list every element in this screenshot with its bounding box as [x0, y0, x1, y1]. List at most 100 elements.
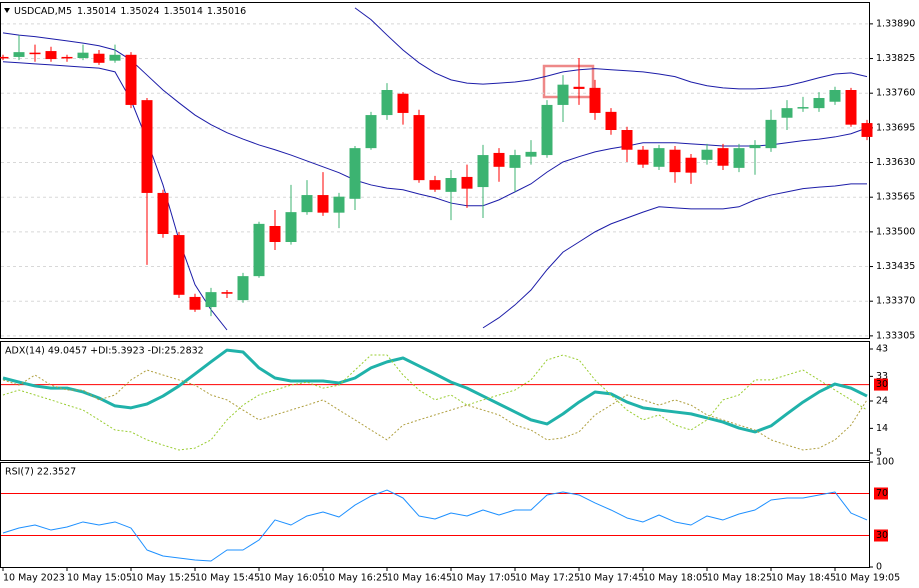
open: 1.35014: [77, 6, 116, 17]
y-tick-label: 14: [876, 423, 888, 434]
candle-body: [477, 155, 489, 188]
candle-body: [781, 108, 793, 118]
x-tick-label: 10 May 15:05: [67, 573, 132, 584]
y-tick-label: 1.33305: [876, 330, 915, 341]
adx-title: ADX(14) 49.0457 +DI:5.3923 -DI:25.2832: [5, 346, 204, 357]
candle-body: [93, 53, 105, 63]
x-tick-label: 10 May 19:05: [835, 573, 900, 584]
close: 1.35016: [207, 6, 246, 17]
candle-body: [557, 84, 569, 105]
band-lower: [2, 61, 867, 331]
y-tick-label: 1.33760: [876, 88, 915, 99]
y-tick-label: 33: [876, 371, 888, 382]
y-tick-label: 1.33565: [876, 192, 915, 203]
x-tick-label: 10 May 17:05: [451, 573, 516, 584]
candle-body: [813, 98, 825, 109]
candle-body: [0, 56, 9, 59]
candle-body: [637, 149, 649, 165]
y-tick-label: 100: [876, 457, 894, 468]
y-tick-label: 5: [876, 447, 882, 458]
candle-body: [125, 54, 137, 105]
y-tick-label: 24: [876, 395, 888, 406]
candle-body: [829, 90, 841, 102]
candle-body: [621, 130, 633, 150]
x-tick-label: 10 May 15:45: [195, 573, 260, 584]
candle-body: [109, 54, 121, 61]
candle-body: [333, 196, 345, 213]
candle-body: [685, 157, 697, 173]
y-tick-label: 1.33695: [876, 122, 915, 133]
candle-body: [717, 148, 729, 166]
rsi-title: RSI(7) 22.3527: [5, 467, 76, 478]
series-line: [2, 489, 868, 562]
symbol: USDCAD,M5: [14, 6, 72, 17]
candle-body: [285, 212, 297, 242]
candle-body: [13, 52, 25, 57]
candle-body: [413, 115, 425, 181]
candle-body: [45, 51, 57, 60]
y-tick-label: 1.33370: [876, 296, 915, 307]
candle-body: [493, 152, 505, 167]
candle-body: [509, 155, 521, 168]
candle-body: [397, 93, 409, 113]
level-label: 30: [876, 379, 888, 390]
y-tick-label: 1.33825: [876, 53, 915, 64]
candle-body: [541, 104, 553, 156]
candle-body: [845, 90, 857, 125]
low: 1.35014: [164, 6, 203, 17]
y-tick-label: 1.33630: [876, 157, 915, 168]
candle-body: [77, 52, 89, 58]
y-tick-label: 1.33435: [876, 261, 915, 272]
level-label: 70: [876, 488, 888, 499]
y-tick-label: 0: [876, 562, 882, 573]
candle-body: [141, 100, 153, 193]
level-label-box: [874, 529, 888, 542]
band-upper: [354, 7, 868, 90]
candle-body: [317, 195, 329, 213]
candle-body: [301, 195, 313, 213]
x-tick-label: 10 May 18:05: [643, 573, 708, 584]
price-panel: [0, 2, 870, 339]
chart-header: USDCAD,M5 1.35014 1.35024 1.35014 1.35016: [14, 6, 246, 17]
candle-body: [349, 148, 361, 199]
candle-body: [797, 107, 809, 109]
level-label-box: [874, 487, 888, 500]
candle-body: [253, 223, 265, 277]
candle-body: [749, 144, 761, 149]
candle-body: [701, 149, 713, 160]
level-label: 30: [876, 530, 888, 541]
candle-body: [173, 235, 185, 295]
x-tick-label: 10 May 2023: [3, 573, 65, 584]
candle-body: [205, 292, 217, 308]
x-tick-label: 10 May 16:45: [387, 573, 452, 584]
candle-body: [861, 123, 873, 137]
candle-body: [61, 56, 73, 59]
candle-body: [733, 148, 745, 168]
high: 1.35024: [120, 6, 159, 17]
x-tick-label: 10 May 15:25: [131, 573, 196, 584]
candle-body: [589, 87, 601, 113]
x-tick-label: 10 May 16:05: [259, 573, 324, 584]
candle-body: [445, 178, 457, 192]
series-line: [2, 348, 868, 434]
candle-body: [605, 111, 617, 130]
level-label-box: [874, 378, 888, 391]
candle-body: [461, 176, 473, 189]
rsi-panel: [0, 462, 870, 568]
x-tick-label: 10 May 16:25: [323, 573, 388, 584]
candle-body: [429, 180, 441, 190]
x-tick-label: 10 May 17:25: [515, 573, 580, 584]
candle-body: [237, 276, 249, 301]
candle-body: [157, 192, 169, 234]
x-tick-label: 10 May 18:45: [771, 573, 836, 584]
candle-body: [669, 149, 681, 173]
series-line: [2, 354, 868, 451]
menu-triangle: [4, 8, 10, 13]
candle-body: [365, 115, 377, 149]
series-line: [2, 369, 868, 451]
x-tick-label: 10 May 17:45: [579, 573, 644, 584]
candle-body: [573, 86, 585, 89]
